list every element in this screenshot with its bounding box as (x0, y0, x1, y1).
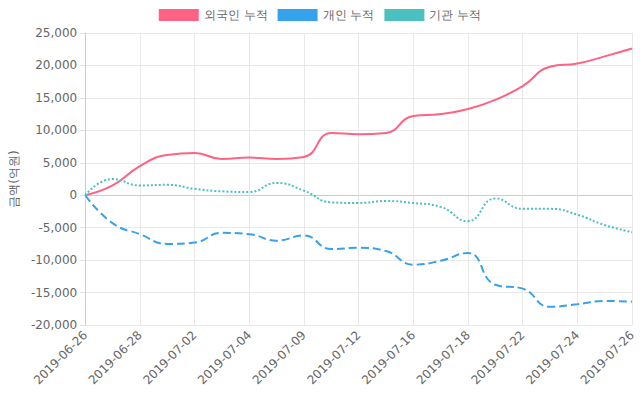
svg-text:2019-06-28: 2019-06-28 (86, 328, 145, 387)
svg-text:2019-07-18: 2019-07-18 (414, 328, 473, 387)
svg-text:0: 0 (70, 188, 78, 202)
svg-text:2019-07-26: 2019-07-26 (578, 328, 637, 387)
svg-text:25,000: 25,000 (35, 26, 77, 40)
svg-text:-10,000: -10,000 (31, 253, 77, 267)
svg-text:2019-07-16: 2019-07-16 (359, 328, 418, 387)
svg-text:10,000: 10,000 (35, 123, 77, 137)
svg-text:2019-07-24: 2019-07-24 (523, 328, 582, 387)
svg-text:외국인 누적: 외국인 누적 (204, 8, 268, 22)
svg-text:-20,000: -20,000 (31, 318, 77, 332)
svg-text:2019-06-26: 2019-06-26 (31, 328, 90, 387)
svg-text:20,000: 20,000 (35, 58, 77, 72)
svg-text:개인 누적: 개인 누적 (323, 8, 375, 22)
svg-text:2019-07-09: 2019-07-09 (250, 328, 309, 387)
svg-text:기관 누적: 기관 누적 (429, 8, 481, 22)
svg-text:2019-07-02: 2019-07-02 (140, 328, 199, 387)
svg-text:15,000: 15,000 (35, 91, 77, 105)
svg-text:5,000: 5,000 (43, 156, 77, 170)
svg-text:금액(억원): 금액(억원) (7, 150, 21, 207)
svg-text:2019-07-22: 2019-07-22 (468, 328, 527, 387)
svg-text:2019-07-12: 2019-07-12 (304, 328, 363, 387)
svg-text:-5,000: -5,000 (39, 221, 78, 235)
svg-text:2019-07-04: 2019-07-04 (195, 328, 254, 387)
svg-text:-15,000: -15,000 (31, 286, 77, 300)
